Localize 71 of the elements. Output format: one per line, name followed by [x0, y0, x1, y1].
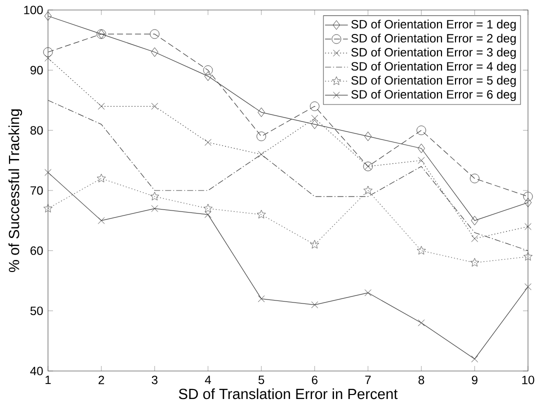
point	[43, 204, 53, 212]
x-tick-label: 8	[418, 376, 424, 384]
y-tick-label: 90	[30, 66, 43, 74]
point	[44, 169, 52, 176]
point	[416, 126, 426, 136]
point	[204, 138, 212, 146]
point	[470, 258, 480, 267]
point	[96, 174, 106, 182]
point	[98, 217, 105, 224]
point	[151, 205, 158, 212]
point	[151, 102, 158, 110]
point	[203, 65, 213, 75]
point	[44, 54, 52, 62]
x-tick-label: 7	[365, 376, 371, 384]
point	[203, 204, 213, 212]
point	[311, 120, 318, 130]
legend-label: SD of Orientation Error = 3 deg	[351, 48, 516, 59]
x-tick-label: 5	[258, 376, 264, 384]
point	[311, 114, 318, 122]
x-tick-label: 2	[98, 376, 104, 384]
point	[418, 144, 425, 154]
point	[418, 156, 425, 164]
legend-label: SD of Orientation Error = 5 deg	[351, 76, 516, 87]
point	[311, 301, 318, 308]
point	[204, 211, 212, 218]
point	[364, 289, 372, 296]
point	[256, 210, 266, 218]
legend-label: SD of Orientation Error = 6 deg	[351, 90, 516, 102]
point	[258, 108, 265, 118]
point	[524, 283, 532, 290]
x-tick-label: 4	[204, 376, 211, 384]
point	[471, 356, 478, 362]
legend-label: SD of Orientation Error = 2 deg	[351, 34, 516, 45]
point	[310, 240, 320, 249]
point	[258, 150, 265, 158]
point	[416, 246, 426, 255]
point	[258, 295, 265, 302]
point	[418, 319, 425, 326]
y-tick-label: 50	[30, 306, 43, 316]
point	[524, 223, 532, 230]
point	[524, 198, 532, 208]
point	[43, 47, 53, 57]
y-tick-label: 60	[30, 246, 43, 255]
point	[523, 252, 533, 261]
point	[204, 71, 212, 81]
point	[363, 186, 373, 194]
point	[44, 11, 52, 21]
legend-label: SD of Orientation Error = 1 deg	[351, 20, 516, 31]
point	[471, 235, 478, 242]
point	[151, 47, 158, 57]
point	[470, 174, 480, 184]
y-tick-label: 40	[30, 366, 43, 376]
y-tick-label: 80	[30, 126, 43, 135]
x-tick-label: 1	[46, 376, 51, 384]
x-tick-label: 10	[522, 376, 534, 384]
point	[310, 102, 320, 112]
x-tick-label: 3	[152, 376, 158, 384]
point	[150, 192, 160, 200]
x-axis-title: SD of Translation Error in Percent	[178, 388, 398, 400]
point	[150, 29, 160, 39]
y-tick-label: 100	[24, 6, 43, 14]
point	[471, 216, 478, 226]
point	[523, 192, 533, 202]
point	[364, 132, 372, 142]
x-tick-label: 9	[472, 376, 478, 384]
point	[256, 132, 266, 142]
point	[98, 102, 105, 110]
x-tick-label: 6	[312, 376, 318, 384]
y-tick-label: 70	[30, 186, 43, 195]
y-axis-title: % of Successful Tracking	[8, 109, 22, 272]
legend-label: SD of Orientation Error = 4 deg	[351, 62, 516, 73]
